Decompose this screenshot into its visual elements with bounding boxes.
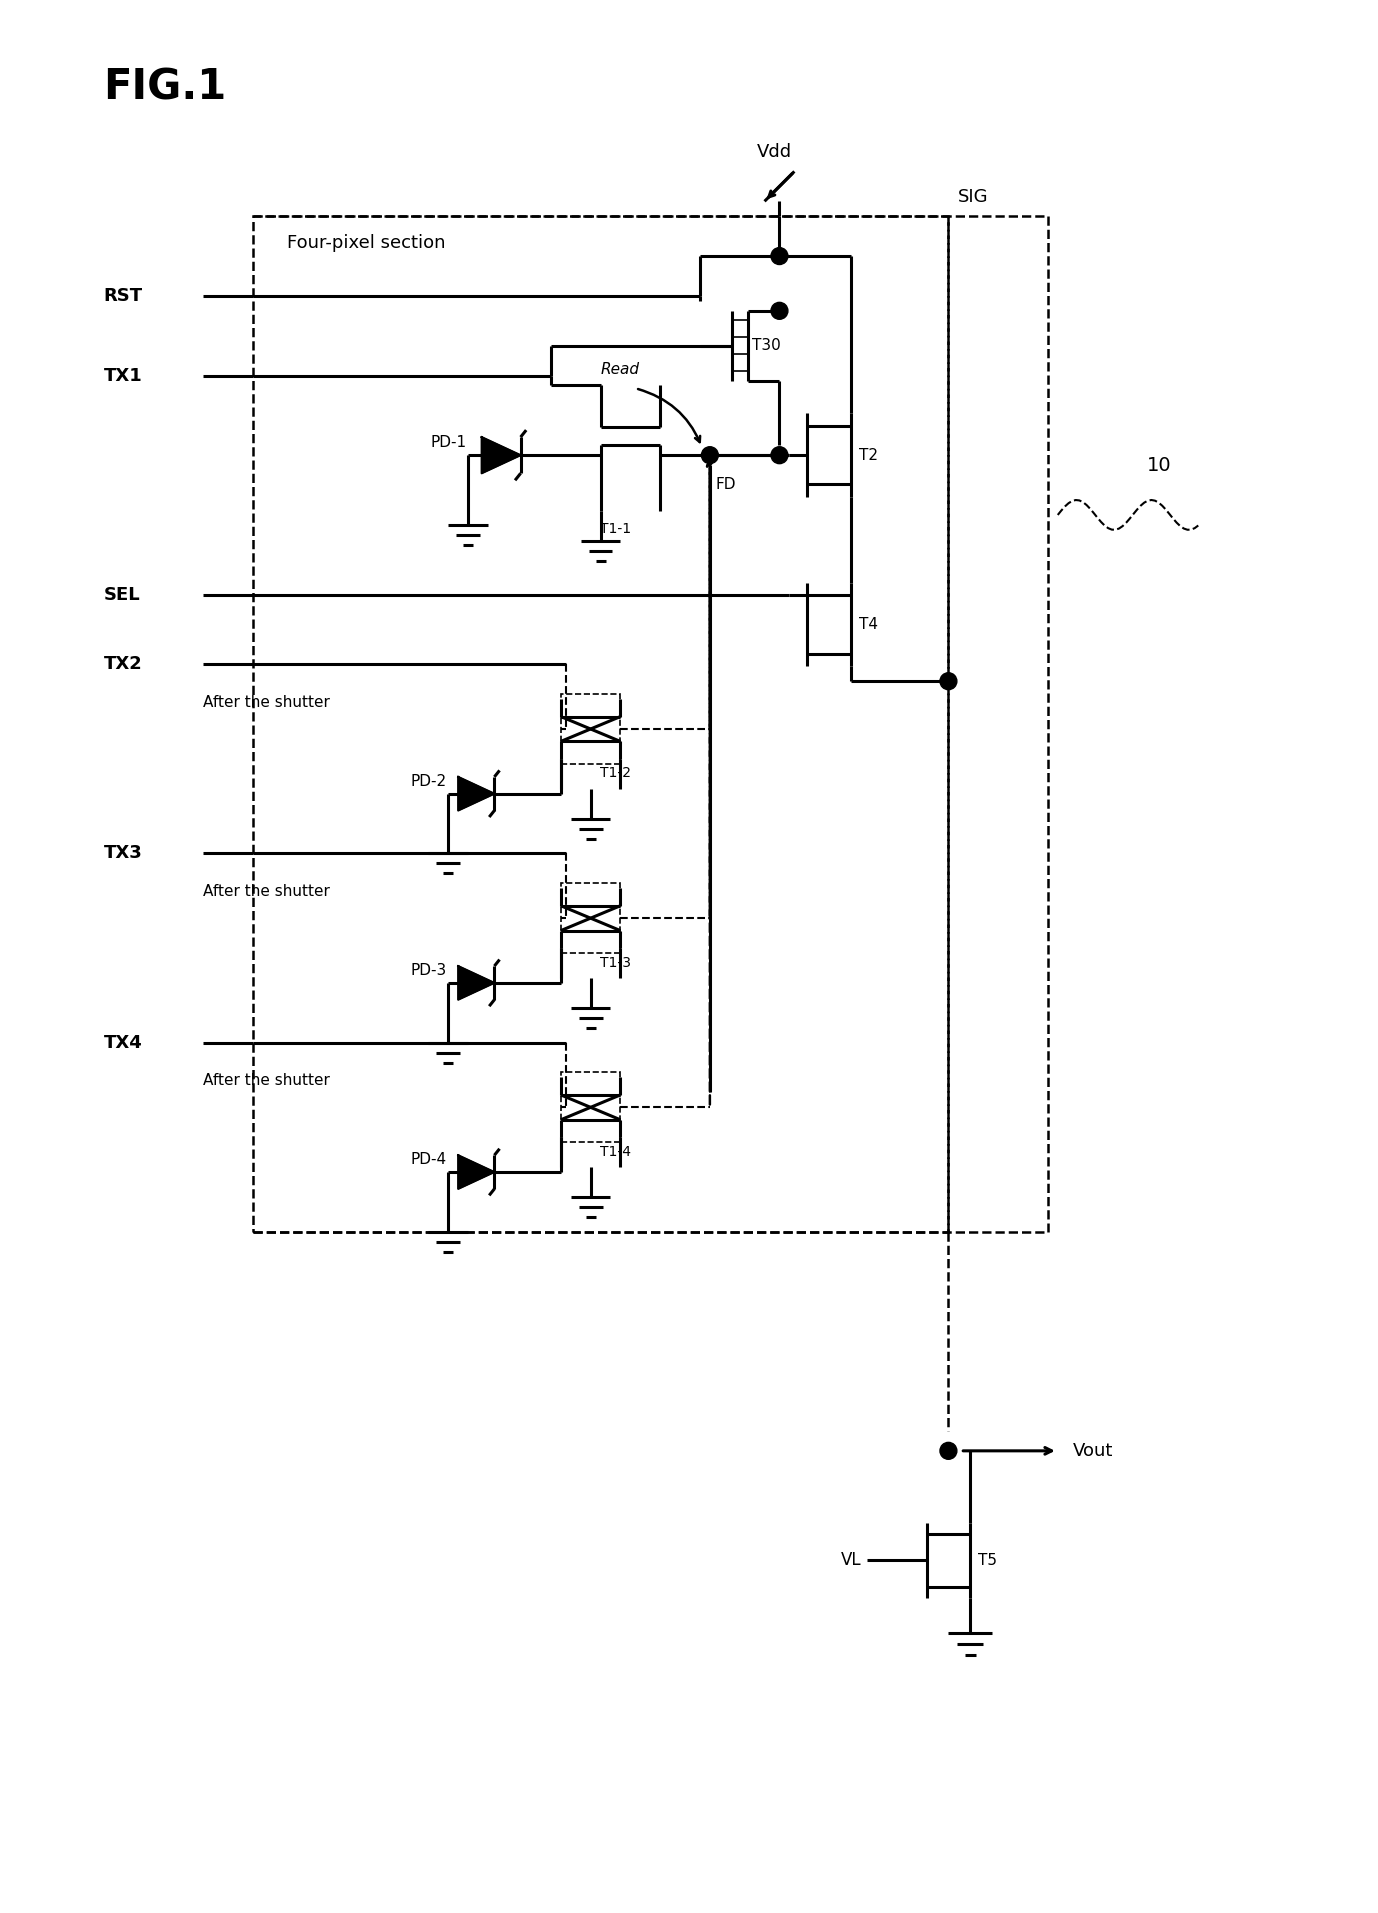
Circle shape — [772, 302, 788, 319]
Text: PD-1: PD-1 — [430, 436, 466, 450]
Text: T2: T2 — [858, 448, 878, 463]
Text: TX2: TX2 — [103, 656, 142, 673]
Text: PD-4: PD-4 — [411, 1152, 446, 1167]
Text: T1-2: T1-2 — [599, 767, 631, 781]
Text: PD-2: PD-2 — [411, 773, 446, 788]
Polygon shape — [459, 777, 495, 811]
Text: After the shutter: After the shutter — [203, 1073, 329, 1088]
Text: RST: RST — [103, 287, 143, 304]
Text: T1-4: T1-4 — [599, 1144, 631, 1159]
Text: TX4: TX4 — [103, 1033, 142, 1052]
Text: FD: FD — [715, 476, 736, 492]
Text: Four-pixel section: Four-pixel section — [288, 233, 446, 253]
Text: Read: Read — [601, 362, 639, 377]
Text: T30: T30 — [751, 339, 780, 354]
Bar — [561, 694, 620, 763]
Text: 10: 10 — [1148, 455, 1171, 474]
Text: SEL: SEL — [103, 585, 141, 605]
Polygon shape — [459, 966, 495, 1000]
Text: Vout: Vout — [1072, 1442, 1113, 1460]
Text: After the shutter: After the shutter — [203, 694, 329, 710]
Circle shape — [772, 448, 788, 463]
Circle shape — [772, 247, 788, 264]
Circle shape — [701, 448, 718, 463]
Circle shape — [940, 673, 956, 691]
Text: T1-3: T1-3 — [599, 955, 631, 970]
Bar — [561, 1073, 620, 1142]
Text: PD-3: PD-3 — [411, 962, 446, 978]
Text: FIG.1: FIG.1 — [103, 67, 227, 109]
Text: TX1: TX1 — [103, 367, 142, 385]
Polygon shape — [482, 436, 521, 473]
Polygon shape — [459, 1155, 495, 1188]
Text: T4: T4 — [858, 618, 878, 631]
Bar — [252, 216, 948, 1232]
Circle shape — [940, 1442, 956, 1460]
Text: Vdd: Vdd — [757, 143, 792, 161]
Text: SIG: SIG — [958, 187, 989, 207]
Text: TX3: TX3 — [103, 844, 142, 863]
Bar — [561, 884, 620, 953]
Text: T5: T5 — [978, 1553, 998, 1569]
Text: T1-1: T1-1 — [599, 522, 631, 536]
Text: VL: VL — [842, 1551, 863, 1569]
Text: After the shutter: After the shutter — [203, 884, 329, 899]
